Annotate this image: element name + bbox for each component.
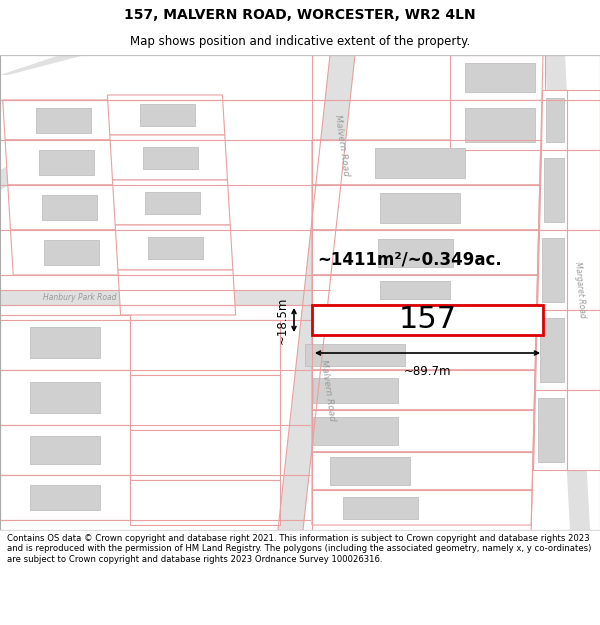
Polygon shape xyxy=(465,63,535,92)
Polygon shape xyxy=(5,140,128,185)
Polygon shape xyxy=(330,457,410,485)
Polygon shape xyxy=(312,335,536,370)
Polygon shape xyxy=(0,290,340,305)
Text: ~89.7m: ~89.7m xyxy=(404,365,451,378)
Polygon shape xyxy=(0,475,130,520)
Polygon shape xyxy=(565,90,600,150)
Polygon shape xyxy=(2,100,125,140)
Polygon shape xyxy=(565,150,600,230)
Polygon shape xyxy=(312,185,540,230)
Polygon shape xyxy=(313,417,398,445)
Text: ~1411m²/~0.349ac.: ~1411m²/~0.349ac. xyxy=(317,251,502,269)
Polygon shape xyxy=(544,158,564,222)
Text: Margaret Road: Margaret Road xyxy=(573,261,587,319)
Polygon shape xyxy=(312,140,541,185)
Polygon shape xyxy=(130,430,280,480)
Polygon shape xyxy=(380,193,460,223)
Polygon shape xyxy=(107,95,225,135)
Polygon shape xyxy=(115,225,233,270)
Polygon shape xyxy=(541,90,567,150)
Polygon shape xyxy=(535,310,567,390)
Polygon shape xyxy=(565,390,600,470)
Polygon shape xyxy=(30,436,100,464)
Polygon shape xyxy=(37,107,91,132)
Polygon shape xyxy=(8,185,131,230)
Text: Malvern Road: Malvern Road xyxy=(319,359,337,421)
Polygon shape xyxy=(0,425,130,475)
Text: Contains OS data © Crown copyright and database right 2021. This information is : Contains OS data © Crown copyright and d… xyxy=(7,534,592,564)
Polygon shape xyxy=(542,238,564,302)
Polygon shape xyxy=(145,191,200,214)
Text: 157: 157 xyxy=(398,306,457,334)
Polygon shape xyxy=(278,55,355,530)
Polygon shape xyxy=(312,452,533,490)
Polygon shape xyxy=(130,375,280,430)
Text: ~18.5m: ~18.5m xyxy=(276,296,289,344)
Polygon shape xyxy=(538,398,564,462)
Polygon shape xyxy=(0,55,85,75)
Polygon shape xyxy=(545,55,590,530)
Text: Map shows position and indicative extent of the property.: Map shows position and indicative extent… xyxy=(130,35,470,48)
Polygon shape xyxy=(539,318,564,382)
Text: Malvern Road: Malvern Road xyxy=(333,114,351,176)
Polygon shape xyxy=(39,150,94,175)
Polygon shape xyxy=(539,150,567,230)
Polygon shape xyxy=(312,490,532,525)
Polygon shape xyxy=(313,378,398,402)
Polygon shape xyxy=(110,135,227,180)
Polygon shape xyxy=(130,480,280,525)
Polygon shape xyxy=(533,390,567,470)
Polygon shape xyxy=(450,100,545,150)
Polygon shape xyxy=(450,55,545,100)
Polygon shape xyxy=(118,270,236,315)
Polygon shape xyxy=(140,104,195,126)
Polygon shape xyxy=(312,275,538,305)
Polygon shape xyxy=(380,281,450,299)
Polygon shape xyxy=(377,239,452,267)
Polygon shape xyxy=(565,230,600,310)
Polygon shape xyxy=(312,370,535,410)
Polygon shape xyxy=(305,344,405,366)
Polygon shape xyxy=(113,180,230,225)
Polygon shape xyxy=(312,410,534,452)
Polygon shape xyxy=(30,328,100,357)
Polygon shape xyxy=(465,108,535,142)
Polygon shape xyxy=(565,310,600,390)
Polygon shape xyxy=(30,485,100,510)
Polygon shape xyxy=(375,148,465,178)
Polygon shape xyxy=(11,230,133,275)
Polygon shape xyxy=(148,236,203,259)
Polygon shape xyxy=(0,100,135,190)
Polygon shape xyxy=(44,240,100,265)
Polygon shape xyxy=(0,370,130,425)
Polygon shape xyxy=(343,497,418,519)
Polygon shape xyxy=(30,382,100,412)
Text: 157, MALVERN ROAD, WORCESTER, WR2 4LN: 157, MALVERN ROAD, WORCESTER, WR2 4LN xyxy=(124,8,476,22)
Polygon shape xyxy=(312,305,543,335)
Polygon shape xyxy=(545,98,564,142)
Polygon shape xyxy=(130,320,280,375)
Polygon shape xyxy=(536,230,567,310)
Polygon shape xyxy=(41,195,97,220)
Polygon shape xyxy=(143,146,197,169)
Text: Hanbury Park Road: Hanbury Park Road xyxy=(43,292,117,301)
Polygon shape xyxy=(0,315,130,370)
Polygon shape xyxy=(312,230,539,275)
